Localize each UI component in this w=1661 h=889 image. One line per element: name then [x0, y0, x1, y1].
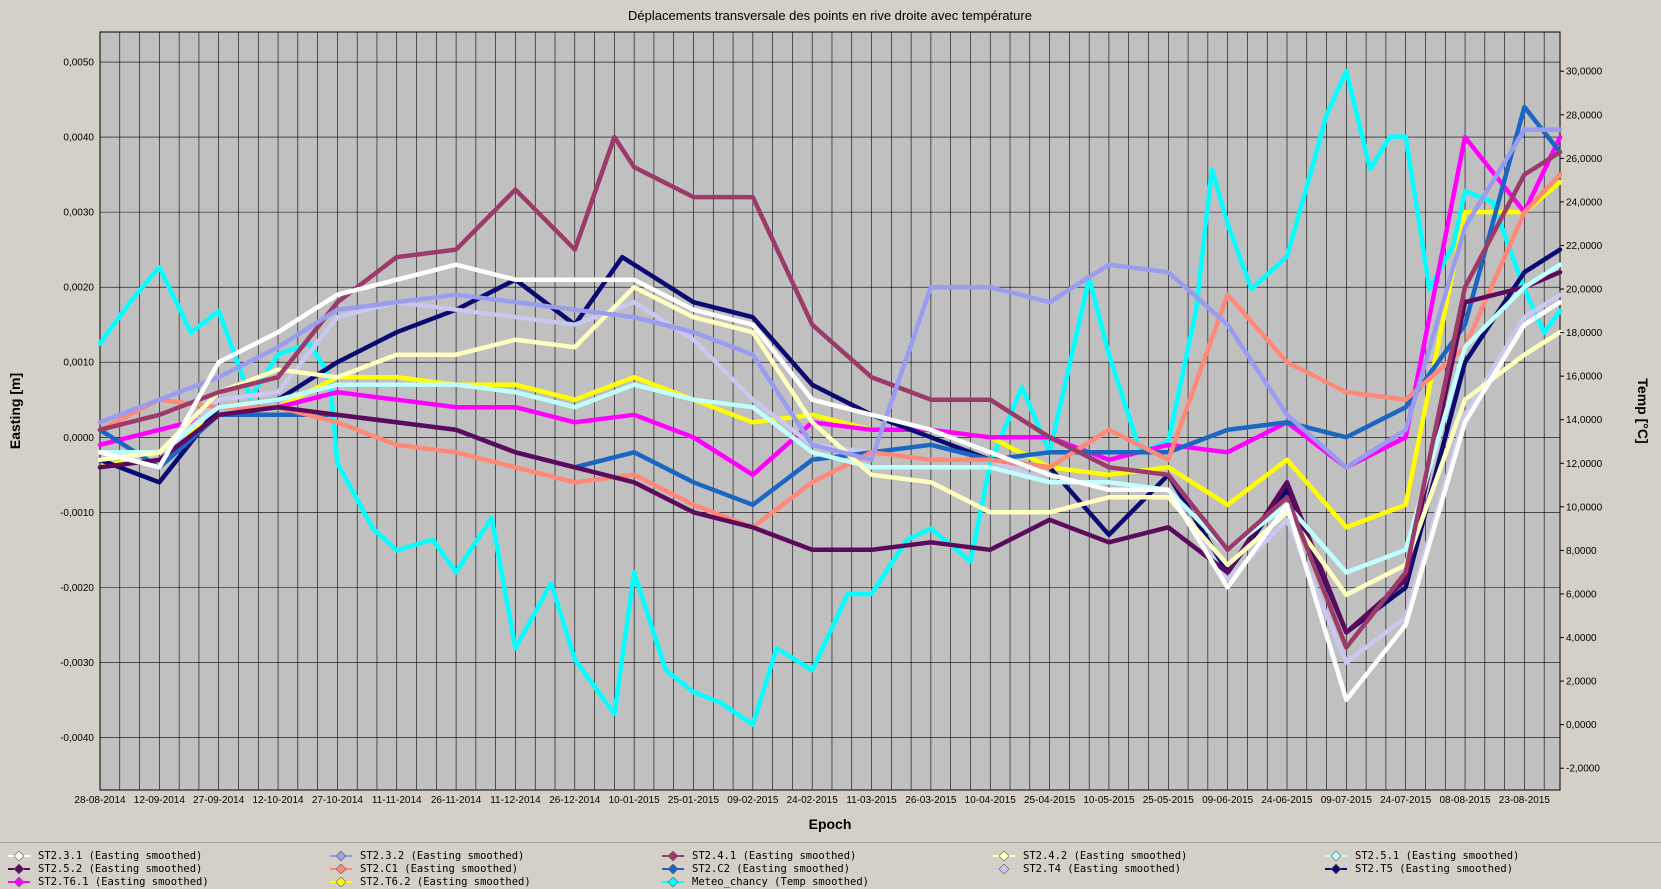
y2-tick-label: 18,0000 [1566, 328, 1603, 339]
x-tick-label: 09-06-2015 [1202, 795, 1254, 806]
legend-label: ST2.5.2 (Easting smoothed) [38, 863, 203, 875]
x-tick-label: 25-04-2015 [1024, 795, 1076, 806]
y2-tick-label: 10,0000 [1566, 502, 1603, 513]
legend-marker-icon [1325, 851, 1347, 861]
x-tick-label: 24-06-2015 [1261, 795, 1313, 806]
x-axis: 28-08-2014 12-09-2014 27-09-2014 12-10-2014… [74, 795, 1550, 806]
x-tick-label: 28-08-2014 [74, 795, 126, 806]
legend-marker-icon [330, 877, 352, 887]
x-tick-label: 12-09-2014 [134, 795, 186, 806]
legend-marker-icon [8, 864, 30, 874]
x-tick-label: 24-07-2015 [1380, 795, 1432, 806]
series-line-5 [97, 269, 1563, 635]
y-tick-label: 0,0040 [63, 133, 94, 144]
y2-tick-label: 4,0000 [1566, 633, 1597, 644]
x-tick-label: 27-10-2014 [312, 795, 364, 806]
legend-label: ST2.3.1 (Easting smoothed) [38, 850, 203, 862]
legend-marker-icon [8, 851, 30, 861]
x-tick-label: 11-12-2014 [490, 795, 541, 806]
y2-tick-label: 28,0000 [1566, 110, 1603, 121]
x-tick-label: 10-01-2015 [609, 795, 661, 806]
x-tick-label: 24-02-2015 [787, 795, 839, 806]
y2-tick-label: 16,0000 [1566, 372, 1603, 383]
series-line-3 [97, 284, 1563, 598]
grid-lines [99, 32, 1560, 790]
legend-marker-icon [1325, 864, 1347, 874]
y2-tick-label: 30,0000 [1566, 67, 1603, 78]
series-line-4 [97, 262, 1563, 575]
x-tick-label: 11-11-2014 [372, 795, 422, 806]
y2-tick-label: 22,0000 [1566, 241, 1603, 252]
y2-tick-label: 8,0000 [1566, 546, 1597, 557]
x-axis-title: Epoch [809, 816, 852, 832]
x-tick-label: 10-04-2015 [965, 795, 1017, 806]
x-tick-label: 25-01-2015 [668, 795, 720, 806]
y-tick-label: 0,0050 [63, 58, 94, 69]
legend-label: ST2.T6.2 (Easting smoothed) [360, 876, 531, 888]
x-tick-label: 27-09-2014 [193, 795, 245, 806]
legend-label: ST2.3.2 (Easting smoothed) [360, 850, 525, 862]
legend-marker-icon [662, 851, 684, 861]
series-line-11 [97, 179, 1563, 530]
legend-marker-icon [330, 864, 352, 874]
x-tick-label: 26-12-2014 [549, 795, 601, 806]
series-line-12 [97, 68, 1563, 727]
y2-tick-label: 0,0000 [1566, 720, 1597, 731]
series-line-0 [97, 262, 1563, 703]
legend: ST2.3.1 (Easting smoothed) ST2.3.2 (Easti… [0, 842, 1661, 889]
y-tick-label: 0,0010 [63, 358, 94, 369]
chart-title: Déplacements transversale des points en … [628, 8, 1032, 23]
x-tick-label: 12-10-2014 [252, 795, 304, 806]
series-layer [97, 68, 1563, 727]
x-tick-label: 09-02-2015 [727, 795, 779, 806]
legend-label: ST2.T6.1 (Easting smoothed) [38, 876, 209, 888]
y-axis-title: Easting [m] [7, 373, 23, 449]
x-tick-label: 08-08-2015 [1439, 795, 1491, 806]
y-tick-label: -0,0020 [60, 583, 94, 594]
y-axis-right: 30,0000 28,0000 26,0000 24,0000 22,0000 20,00… [1560, 67, 1603, 775]
y2-tick-label: 14,0000 [1566, 415, 1603, 426]
y2-tick-label: 20,0000 [1566, 285, 1603, 296]
legend-marker-icon [662, 877, 684, 887]
x-tick-label: 26-11-2014 [431, 795, 482, 806]
legend-marker-icon [8, 877, 30, 887]
y-tick-label: -0,0010 [60, 508, 94, 519]
y-tick-label: -0,0030 [60, 658, 94, 669]
y2-tick-label: 12,0000 [1566, 459, 1603, 470]
series-line-1 [97, 127, 1563, 470]
legend-marker-icon [993, 851, 1015, 861]
x-tick-label: 25-05-2015 [1143, 795, 1195, 806]
x-tick-label: 10-05-2015 [1083, 795, 1135, 806]
legend-label: ST2.4.2 (Easting smoothed) [1023, 850, 1188, 862]
legend-label: ST2.T5 (Easting smoothed) [1355, 863, 1514, 875]
x-tick-label: 11-03-2015 [846, 795, 897, 806]
x-tick-label: 26-03-2015 [905, 795, 957, 806]
series-line-2 [97, 134, 1563, 650]
series-line-6 [97, 172, 1563, 530]
y-tick-label: 0,0000 [63, 433, 94, 444]
y2-tick-label: 24,0000 [1566, 197, 1603, 208]
y-tick-label: 0,0020 [63, 283, 94, 294]
y2-tick-label: -2,0000 [1566, 764, 1600, 775]
legend-label: ST2.C1 (Easting smoothed) [360, 863, 519, 875]
y2-tick-label: 26,0000 [1566, 154, 1603, 165]
y-axis-left: 0,0050 0,0040 0,0030 0,0020 0,0010 0,0000 -0,0… [60, 58, 94, 744]
legend-label: ST2.T4 (Easting smoothed) [1023, 863, 1182, 875]
legend-marker-icon [330, 851, 352, 861]
y2-tick-label: 6,0000 [1566, 589, 1597, 600]
y-tick-label: -0,0040 [60, 733, 94, 744]
legend-marker-icon [662, 864, 684, 874]
legend-label: ST2.C2 (Easting smoothed) [692, 863, 851, 875]
chart-svg: Déplacements transversale des points en … [7, 8, 1651, 832]
legend-label: Meteo_chancy (Temp smoothed) [692, 876, 870, 888]
y2-tick-label: 2,0000 [1566, 677, 1597, 688]
x-tick-label: 09-07-2015 [1321, 795, 1373, 806]
y2-axis-title: Temp [°C] [1635, 378, 1651, 443]
y-tick-label: 0,0030 [63, 208, 94, 219]
legend-marker-icon [993, 864, 1015, 874]
x-tick-label: 23-08-2015 [1499, 795, 1551, 806]
legend-label: ST2.4.1 (Easting smoothed) [692, 850, 857, 862]
legend-label: ST2.5.1 (Easting smoothed) [1355, 850, 1520, 862]
